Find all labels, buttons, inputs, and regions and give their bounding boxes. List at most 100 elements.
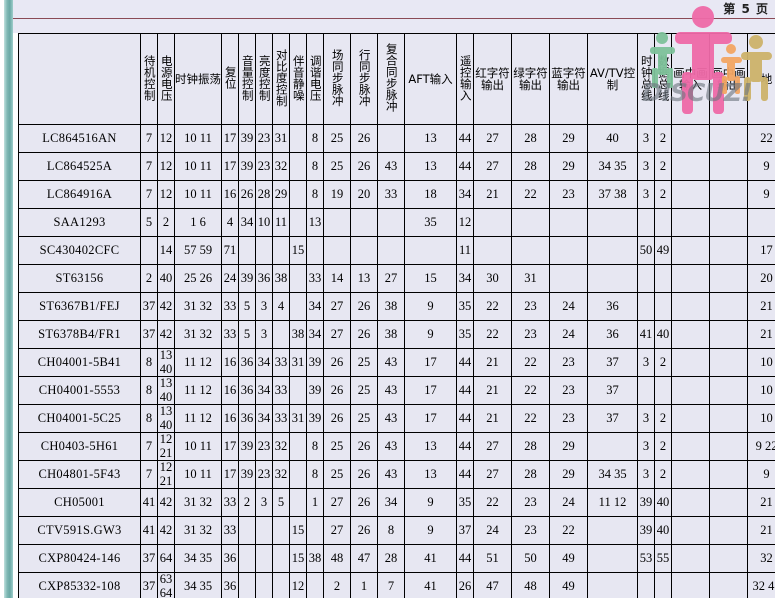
pin-cell: 63 64	[157, 572, 175, 598]
pin-cell: 23	[255, 124, 273, 153]
ic-model-cell: CH04001-5C25	[18, 404, 141, 433]
pin-cell: 12	[157, 152, 175, 181]
pin-cell: 5	[238, 320, 256, 349]
column-header-c19: 时钟总线	[637, 33, 655, 125]
pin-cell: 39	[238, 264, 256, 293]
pin-cell	[654, 208, 672, 237]
pin-cell: 29	[549, 152, 588, 181]
pin-value-line: 40	[159, 361, 173, 376]
pin-cell	[511, 236, 550, 265]
pin-cell: 16	[221, 348, 239, 377]
pin-cell: 38	[289, 320, 307, 349]
pin-cell: 31 32	[174, 516, 222, 545]
pin-cell: 23	[255, 432, 273, 461]
pin-cell: 40	[654, 488, 672, 517]
pin-cell: 2	[140, 264, 158, 293]
pin-cell: 47	[350, 544, 378, 573]
pin-cell: 21	[747, 292, 775, 321]
pin-cell: 26	[350, 516, 378, 545]
pin-cell: 10	[255, 208, 273, 237]
pin-cell: 12 21	[157, 432, 175, 461]
pin-value-line: 63	[159, 572, 173, 587]
pin-cell	[637, 264, 655, 293]
pin-cell: 22	[511, 348, 550, 377]
pin-cell: 26	[350, 488, 378, 517]
pin-cell: 20	[350, 180, 378, 209]
table-row: CH04001-5C25 8 13 40 11 12 16 36 34 33 31 39 26 25 43…	[18, 404, 775, 433]
pin-cell	[671, 348, 710, 377]
pin-cell	[238, 236, 256, 265]
pin-cell	[549, 264, 588, 293]
pin-cell: 12	[456, 208, 474, 237]
pin-cell: 11 12	[174, 404, 222, 433]
pin-cell: 49	[654, 236, 672, 265]
pin-cell: 32	[272, 460, 290, 489]
pin-cell: 28	[255, 180, 273, 209]
pin-cell: 26	[323, 376, 351, 405]
pin-cell: 11	[456, 236, 474, 265]
pin-cell	[549, 208, 588, 237]
pin-cell: 17	[404, 404, 457, 433]
pin-cell: 43	[377, 404, 405, 433]
pin-cell	[671, 236, 710, 265]
pin-cell	[709, 404, 748, 433]
column-header-label: 音量控制	[240, 54, 255, 101]
pin-cell: 1 6	[174, 208, 222, 237]
column-header-name	[18, 33, 141, 125]
column-header-label: 数据总线	[656, 54, 671, 101]
pin-cell: 2	[654, 460, 672, 489]
column-header-label: 时钟总线	[639, 54, 654, 101]
pin-cell	[671, 460, 710, 489]
pin-cell: 30	[473, 264, 512, 293]
page-edge-scroll-bar[interactable]	[4, 0, 13, 598]
pin-cell: 3	[255, 488, 273, 517]
pin-cell: 39	[637, 488, 655, 517]
pin-cell: 2	[323, 572, 351, 598]
pin-cell	[289, 376, 307, 405]
pin-cell: 71	[221, 236, 239, 265]
pin-cell: 8	[140, 348, 158, 377]
table-row: CTV591S.GW3 41 42 31 32 33 15 27 26 8 9 37 24 23 22 39…	[18, 516, 775, 545]
column-header-c5: 音量控制	[238, 33, 256, 125]
pin-cell: 23	[511, 488, 550, 517]
pin-cell: 26	[350, 124, 378, 153]
pin-cell: 33	[272, 376, 290, 405]
table-row: CH05001 41 42 31 32 33 2 3 5 1 27 26 34 9 35 22 23 24 11 …	[18, 488, 775, 517]
pin-cell	[709, 572, 748, 598]
pin-cell: 23	[549, 180, 588, 209]
pin-cell: 31 32	[174, 292, 222, 321]
pin-cell: 39	[238, 124, 256, 153]
pin-cell: 36	[587, 320, 638, 349]
pin-cell: 10 11	[174, 152, 222, 181]
pin-cell	[377, 236, 405, 265]
pin-cell: 33	[221, 292, 239, 321]
ic-model-cell: CXP85332-108	[18, 572, 141, 598]
pin-cell: 34	[255, 404, 273, 433]
pin-cell: 15	[289, 516, 307, 545]
ic-pinout-table: 待机控制 电源电压 时钟振荡 复位 音量控制 亮度控制 对比度控制 伴音静噪 调谐电压 场同步脉冲…	[18, 33, 775, 598]
pin-cell: 36	[221, 544, 239, 573]
pin-cell: 29	[272, 180, 290, 209]
column-header-c7: 对比度控制	[272, 33, 290, 125]
column-header-c14: 遥控输入	[456, 33, 474, 125]
ic-model-cell: SC430402CFC	[18, 236, 141, 265]
column-header-label: 时钟振荡	[175, 71, 221, 86]
pin-cell: 34	[456, 180, 474, 209]
pin-cell: 39	[238, 432, 256, 461]
column-header-label: 地	[760, 71, 773, 86]
page-header-band: 第 5 页	[13, 0, 775, 18]
pin-cell: 26	[238, 180, 256, 209]
pin-cell: 17	[404, 348, 457, 377]
pin-cell: 37	[587, 348, 638, 377]
pin-cell: 7	[140, 152, 158, 181]
pin-cell: 37	[587, 376, 638, 405]
pin-cell: 3	[637, 124, 655, 153]
pin-cell: 23	[255, 460, 273, 489]
column-header-c6: 亮度控制	[255, 33, 273, 125]
table-row: SC430402CFC 14 57 59 71 15 11 50 49 17	[18, 236, 775, 265]
pin-cell: 9	[404, 320, 457, 349]
ic-model-cell: CXP80424-146	[18, 544, 141, 573]
column-header-label: 蓝字符输出	[551, 65, 586, 92]
pin-cell: 57 59	[174, 236, 222, 265]
pin-cell: 41	[637, 320, 655, 349]
